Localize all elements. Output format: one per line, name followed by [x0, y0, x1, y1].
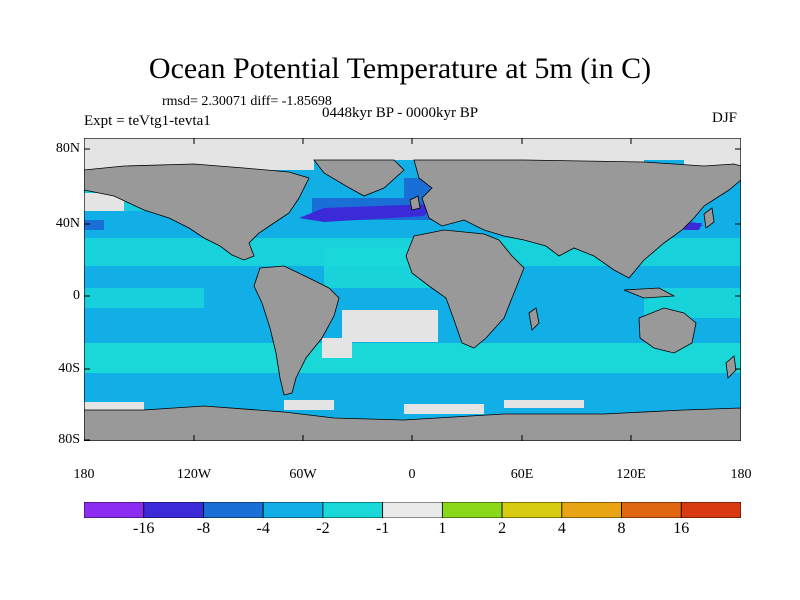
colorbar-label: -8 [196, 520, 211, 537]
colorbar-label: 8 [617, 520, 626, 537]
colorbar-label: 1 [438, 520, 447, 537]
stats-line: rmsd= 2.30071 diff= -1.85698 [162, 94, 332, 109]
experiment-label: Expt = teVtg1-tevta1 [84, 113, 211, 129]
australia [638, 307, 697, 354]
lat-label-0: 0 [73, 288, 80, 303]
japan [703, 207, 715, 229]
colorbar-box-10 [680, 502, 741, 518]
lon-label-60w: 60W [289, 467, 317, 482]
land-masses [84, 159, 741, 441]
ocean-temperature-map [84, 138, 741, 441]
indonesia [623, 287, 676, 299]
lon-label-0: 0 [408, 467, 416, 482]
colorbar-label: 2 [498, 520, 507, 537]
colorbar-box-7 [501, 502, 563, 518]
colorbar-box-9 [621, 502, 682, 518]
lon-label-120e: 120E [616, 467, 646, 482]
north-america [84, 163, 310, 261]
lat-label-80n: 80N [55, 141, 80, 156]
lat-label-40n: 40N [55, 216, 80, 231]
antarctica [84, 405, 741, 441]
lat-label-80s: 80S [58, 432, 80, 447]
colorbar-label: -2 [316, 520, 330, 537]
colorbar-label: 16 [673, 520, 690, 537]
eurasia [413, 159, 741, 279]
lon-label-120w: 120W [176, 467, 212, 482]
lat-label-40s: 40S [58, 361, 80, 376]
greenland [313, 159, 405, 197]
colorbar-label: 4 [557, 520, 566, 537]
colorbar-box-4 [322, 502, 384, 518]
colorbar-label: -4 [256, 520, 270, 537]
madagascar [528, 307, 540, 331]
colorbar-label: -1 [375, 520, 390, 537]
colorbar-box-2 [203, 502, 264, 518]
colorbar-box-3 [262, 502, 324, 518]
africa [405, 229, 525, 349]
colorbar [84, 502, 741, 518]
lon-label-180w: 180 [73, 467, 95, 482]
colorbar-box-8 [561, 502, 622, 518]
period-subtitle: 0448kyr BP - 0000kyr BP [322, 105, 479, 121]
lon-label-60e: 60E [510, 467, 534, 482]
lon-label-180e: 180 [730, 467, 752, 482]
plot-title: Ocean Potential Temperature at 5m (in C) [148, 52, 652, 85]
colorbar-box-5 [382, 502, 443, 518]
axis-ticks [84, 138, 741, 441]
season-label: DJF [712, 110, 738, 126]
south-america [253, 265, 340, 396]
new-zealand [725, 355, 737, 379]
colorbar-box-6 [441, 502, 503, 518]
colorbar-label: -16 [133, 520, 155, 537]
colorbar-box-1 [143, 502, 204, 518]
uk [409, 195, 421, 211]
colorbar-box-0 [84, 502, 145, 518]
